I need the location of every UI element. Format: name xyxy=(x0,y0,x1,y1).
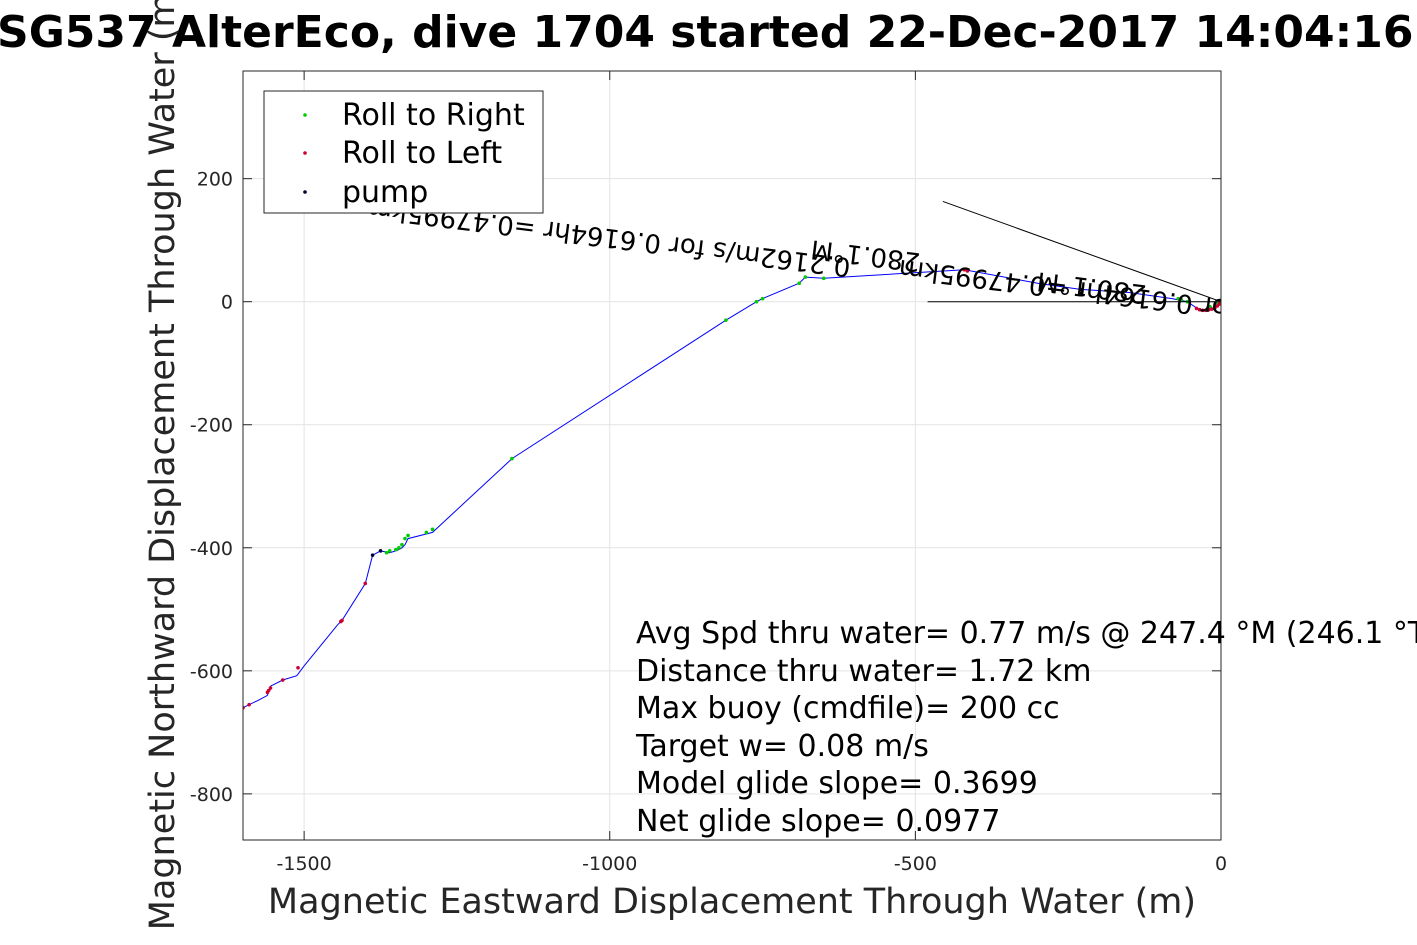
x-tick-label: 0 xyxy=(1215,853,1227,875)
point-roll-to-left xyxy=(965,269,970,273)
point-roll-to-right xyxy=(387,549,392,553)
point-roll-to-left xyxy=(1194,306,1199,311)
point-pump xyxy=(370,553,375,557)
point-roll-to-left xyxy=(1200,308,1205,313)
point-roll-to-right xyxy=(754,299,759,304)
y-axis-label: Magnetic Northward Displacement Through … xyxy=(143,0,183,930)
annotation-line xyxy=(942,200,1221,303)
point-roll-to-right xyxy=(724,318,728,322)
point-pump xyxy=(378,549,383,553)
legend-marker-roll-left xyxy=(303,151,307,155)
point-roll-to-right xyxy=(760,296,765,301)
info-net-glide: Net glide slope= 0.0977 xyxy=(636,804,1000,839)
point-roll-to-right xyxy=(430,527,435,532)
point-roll-to-right xyxy=(510,456,514,461)
y-tick-label: -200 xyxy=(190,415,233,437)
info-distance: Distance thru water= 1.72 km xyxy=(636,654,1091,689)
info-avg-speed: Avg Spd thru water= 0.77 m/s @ 247.4 °M … xyxy=(636,616,1417,651)
info-max-buoy: Max buoy (cmdfile)= 200 cc xyxy=(636,691,1060,726)
series-layer xyxy=(243,267,1221,710)
y-tick-label: -600 xyxy=(190,661,233,683)
legend-box xyxy=(263,90,544,214)
series-line-track xyxy=(243,269,1221,709)
legend: Roll to Right Roll to Left pump xyxy=(263,90,544,214)
point-roll-to-left xyxy=(268,686,273,690)
point-roll-to-left xyxy=(1215,304,1220,308)
legend-label-roll-right: Roll to Right xyxy=(342,98,525,133)
info-model-glide: Model glide slope= 0.3699 xyxy=(636,766,1038,801)
point-roll-to-right xyxy=(384,550,389,555)
point-pump xyxy=(1078,287,1083,292)
point-roll-to-left xyxy=(1203,308,1208,313)
x-tick-label: -1000 xyxy=(582,853,637,875)
point-roll-to-left xyxy=(363,581,368,586)
point-roll-to-left xyxy=(247,702,251,707)
legend-label-roll-left: Roll to Left xyxy=(342,136,502,171)
point-roll-to-left xyxy=(280,678,285,682)
y-tick-label: 200 xyxy=(197,169,233,191)
x-tick-label: -1500 xyxy=(277,853,332,875)
legend-marker-roll-right xyxy=(303,113,307,117)
point-roll-to-left xyxy=(1210,307,1214,311)
point-roll-to-right xyxy=(803,275,808,279)
info-block: Avg Spd thru water= 0.77 m/s @ 247.4 °M … xyxy=(635,616,1417,839)
y-tick-label: 0 xyxy=(221,292,233,314)
point-roll-to-right xyxy=(403,536,407,541)
y-tick-label: -400 xyxy=(190,538,233,560)
point-roll-to-left xyxy=(339,619,343,624)
point-roll-to-right xyxy=(400,542,404,547)
point-roll-to-right xyxy=(1208,304,1212,309)
grid xyxy=(243,71,1222,840)
point-roll-to-right xyxy=(797,281,802,286)
point-roll-to-right xyxy=(406,533,410,538)
point-roll-to-right xyxy=(1179,298,1184,302)
point-roll-to-left xyxy=(1213,306,1217,310)
info-target-w: Target w= 0.08 m/s xyxy=(635,729,929,764)
point-roll-to-left xyxy=(1197,307,1202,312)
point-roll-to-right xyxy=(1176,296,1181,301)
chart-title: SG537 AlterEco, dive 1704 started 22-Dec… xyxy=(0,7,1413,58)
point-roll-to-left xyxy=(1206,307,1211,312)
point-roll-to-left xyxy=(962,267,967,272)
point-roll-to-right xyxy=(424,530,429,535)
point-roll-to-right xyxy=(821,276,826,281)
point-roll-to-left xyxy=(265,690,270,695)
y-tick-label: -800 xyxy=(190,784,233,806)
point-roll-to-right xyxy=(394,547,398,552)
plot-frame xyxy=(242,70,1222,841)
legend-marker-pump xyxy=(303,190,307,194)
x-axis-label: Magnetic Eastward Displacement Through W… xyxy=(268,882,1196,922)
ticks: -1500 -1000 -500 0 200 0 -200 -400 -600 -800 xyxy=(190,71,1227,875)
point-roll-to-left xyxy=(296,665,300,670)
legend-label-pump: pump xyxy=(342,175,428,210)
x-tick-label: -500 xyxy=(894,853,937,875)
point-roll-to-right xyxy=(397,545,401,550)
